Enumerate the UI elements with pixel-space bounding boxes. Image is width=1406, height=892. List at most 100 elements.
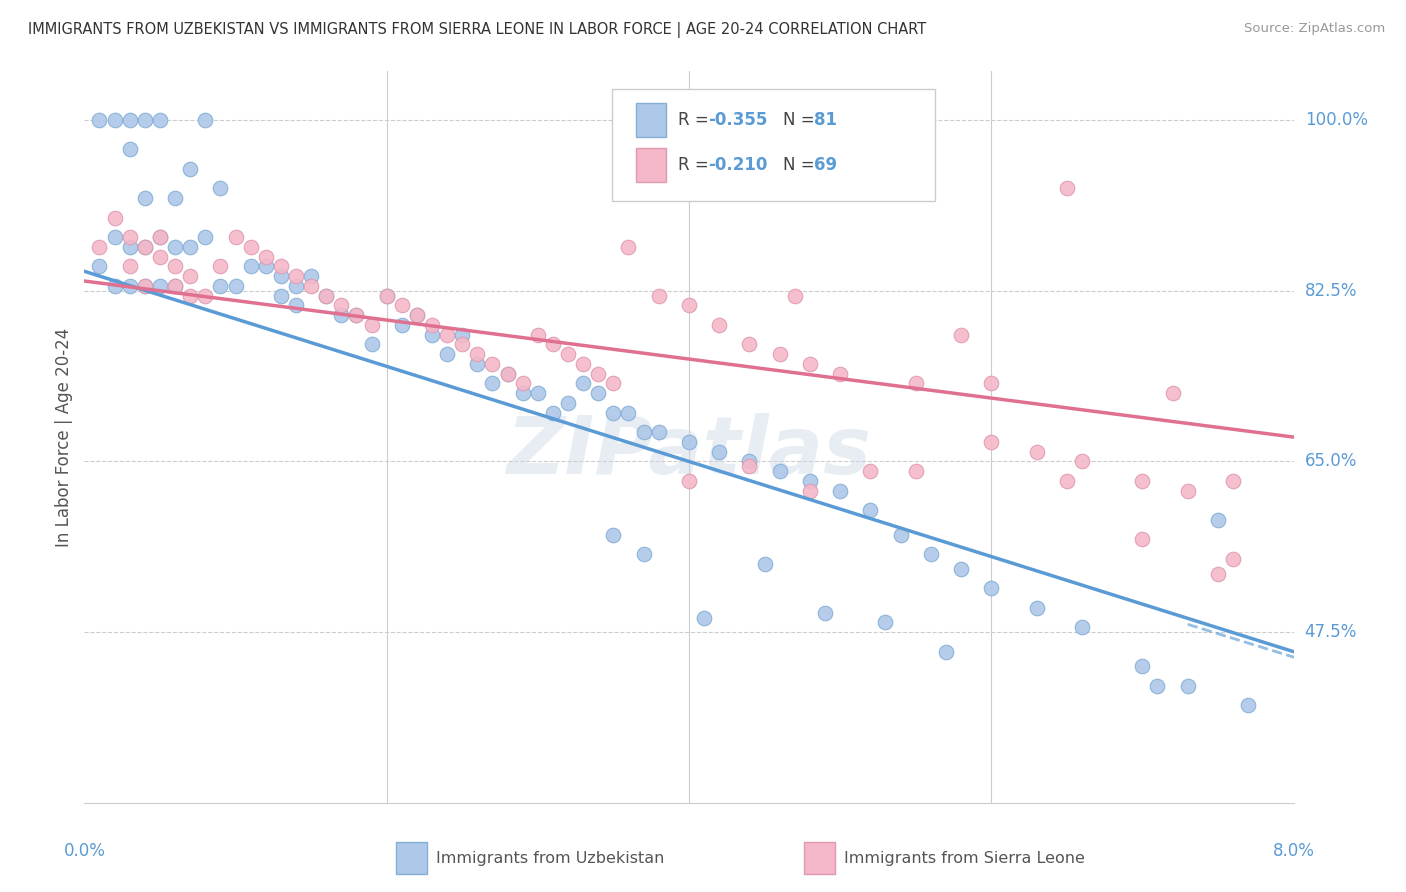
Point (875, 615, 897, 630)
Text: -0.210: -0.210 (709, 156, 768, 174)
Point (617, 406, 640, 420)
Point (118, 279, 141, 293)
Point (270, 269, 292, 284)
Point (678, 298, 700, 312)
Text: ZIPatlas: ZIPatlas (506, 413, 872, 491)
Point (859, 503, 882, 517)
Point (134, 191, 156, 205)
Point (588, 386, 610, 401)
Text: N =: N = (783, 112, 820, 129)
Point (149, 250, 172, 264)
Point (769, 347, 792, 361)
Point (830, 367, 852, 381)
Text: Source: ZipAtlas.com: Source: ZipAtlas.com (1244, 22, 1385, 36)
Point (270, 288, 292, 302)
Point (284, 279, 308, 293)
Point (980, 434, 1002, 449)
Point (420, 327, 443, 342)
Point (890, 527, 912, 541)
Point (118, 260, 141, 274)
Point (572, 357, 595, 371)
Point (1177, 679, 1199, 693)
Point (179, 288, 201, 302)
Point (436, 327, 458, 342)
Point (270, 260, 292, 274)
Point (134, 240, 156, 254)
Point (859, 464, 882, 478)
Point (920, 547, 942, 561)
Point (165, 260, 187, 274)
Point (799, 357, 821, 371)
Point (527, 386, 550, 401)
Point (254, 250, 277, 264)
Point (481, 376, 503, 391)
Point (209, 260, 232, 274)
Point (904, 464, 927, 478)
Text: IMMIGRANTS FROM UZBEKISTAN VS IMMIGRANTS FROM SIERRA LEONE IN LABOR FORCE | AGE : IMMIGRANTS FROM UZBEKISTAN VS IMMIGRANTS… (28, 22, 927, 38)
Point (118, 240, 141, 254)
Point (284, 269, 308, 284)
Point (633, 425, 655, 440)
Point (360, 318, 382, 332)
Point (1206, 513, 1229, 527)
Point (104, 211, 127, 225)
Point (541, 337, 564, 351)
Point (194, 230, 217, 244)
Text: Immigrants from Uzbekistan: Immigrants from Uzbekistan (436, 851, 664, 865)
Point (481, 357, 503, 371)
Point (709, 318, 731, 332)
Point (496, 367, 519, 381)
Point (134, 279, 156, 293)
Text: N =: N = (783, 156, 820, 174)
Text: 8.0%: 8.0% (1272, 842, 1315, 860)
Point (194, 113, 217, 128)
Point (391, 318, 413, 332)
Point (738, 454, 761, 468)
Point (315, 288, 337, 302)
Point (165, 191, 187, 205)
Point (1237, 698, 1260, 713)
Point (557, 347, 579, 361)
Point (239, 260, 262, 274)
Point (693, 610, 716, 624)
Point (451, 337, 474, 351)
Point (1146, 679, 1168, 693)
Point (512, 376, 534, 391)
Point (950, 562, 973, 576)
Point (391, 298, 413, 312)
Point (830, 483, 852, 498)
Point (299, 269, 322, 284)
Point (738, 459, 761, 474)
Point (709, 444, 731, 458)
Point (1132, 659, 1154, 673)
Point (225, 279, 247, 293)
Point (194, 288, 217, 302)
Point (89, 240, 111, 254)
Point (406, 308, 429, 322)
Point (980, 376, 1002, 391)
Point (254, 260, 277, 274)
Point (299, 279, 322, 293)
Point (225, 230, 247, 244)
Point (783, 288, 806, 302)
Point (165, 279, 187, 293)
Text: 82.5%: 82.5% (1305, 282, 1357, 300)
Point (284, 298, 308, 312)
Point (179, 240, 201, 254)
Text: 65.0%: 65.0% (1305, 452, 1357, 470)
Point (1025, 444, 1047, 458)
Point (541, 406, 564, 420)
Point (134, 279, 156, 293)
Point (239, 240, 262, 254)
Point (118, 142, 141, 156)
Text: R =: R = (678, 112, 714, 129)
Point (89, 113, 111, 128)
Point (360, 337, 382, 351)
Text: Immigrants from Sierra Leone: Immigrants from Sierra Leone (844, 851, 1084, 865)
Point (165, 240, 187, 254)
Point (602, 406, 624, 420)
Point (420, 318, 443, 332)
Point (572, 376, 595, 391)
Text: 100.0%: 100.0% (1305, 112, 1368, 129)
Point (134, 113, 156, 128)
